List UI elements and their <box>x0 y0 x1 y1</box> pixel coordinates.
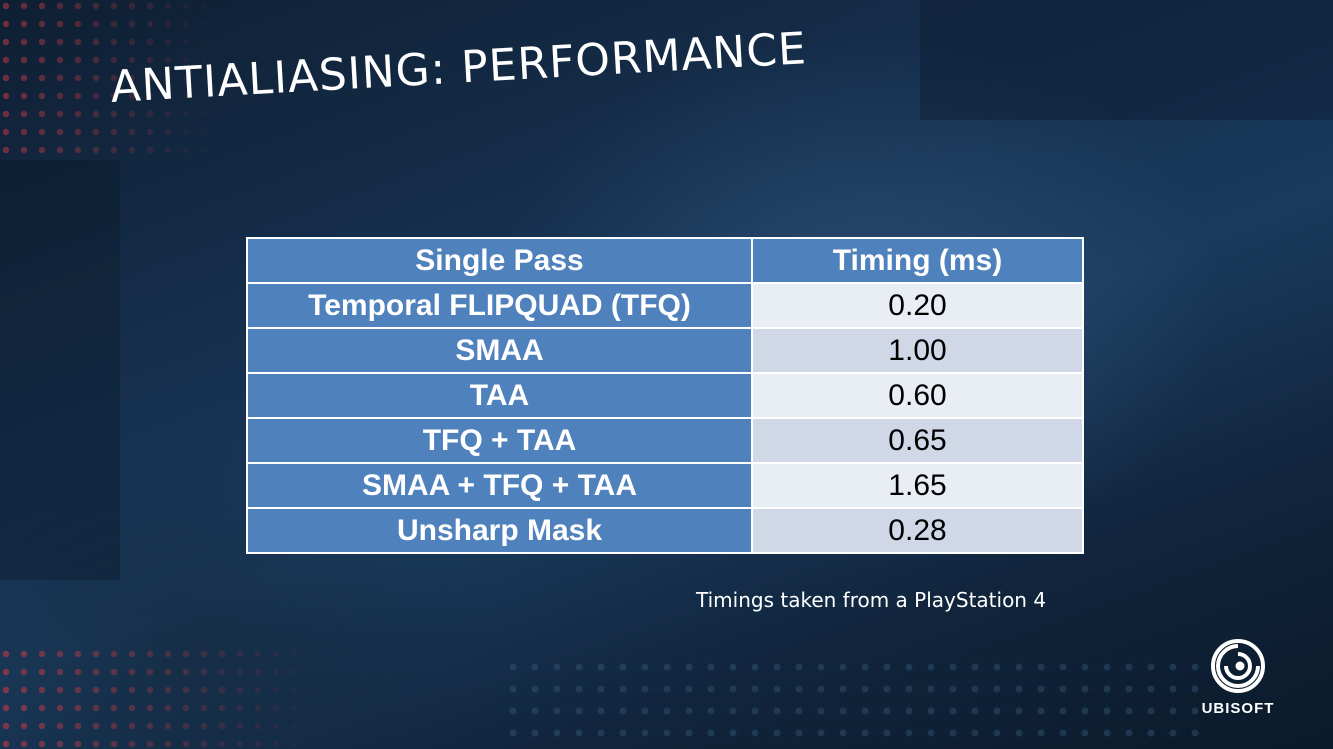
table-row: TFQ + TAA 0.65 <box>246 417 1084 464</box>
ubisoft-logo: UBISOFT <box>1188 638 1288 717</box>
row-timing: 0.60 <box>751 372 1084 419</box>
table-row: TAA 0.60 <box>246 372 1084 419</box>
table-row: SMAA 1.00 <box>246 327 1084 374</box>
row-timing: 0.28 <box>751 507 1084 554</box>
ubisoft-swirl-icon <box>1211 639 1265 693</box>
column-header-single-pass: Single Pass <box>246 237 753 284</box>
row-name: Temporal FLIPQUAD (TFQ) <box>246 282 753 329</box>
row-timing: 1.00 <box>751 327 1084 374</box>
row-name: SMAA <box>246 327 753 374</box>
row-name: TFQ + TAA <box>246 417 753 464</box>
row-timing: 1.65 <box>751 462 1084 509</box>
row-name: Unsharp Mask <box>246 507 753 554</box>
table-row: Temporal FLIPQUAD (TFQ) 0.20 <box>246 282 1084 329</box>
column-header-timing: Timing (ms) <box>751 237 1084 284</box>
row-timing: 0.65 <box>751 417 1084 464</box>
table-row: SMAA + TFQ + TAA 1.65 <box>246 462 1084 509</box>
performance-table: Single Pass Timing (ms) Temporal FLIPQUA… <box>246 237 1084 554</box>
logo-wordmark: UBISOFT <box>1201 700 1275 717</box>
table-row: Unsharp Mask 0.28 <box>246 507 1084 554</box>
row-name: TAA <box>246 372 753 419</box>
row-name: SMAA + TFQ + TAA <box>246 462 753 509</box>
footnote: Timings taken from a PlayStation 4 <box>696 588 1047 612</box>
row-timing: 0.20 <box>751 282 1084 329</box>
slide-title: ANTIALIASING: PERFORMANCE <box>109 23 809 114</box>
table-header-row: Single Pass Timing (ms) <box>246 237 1084 284</box>
